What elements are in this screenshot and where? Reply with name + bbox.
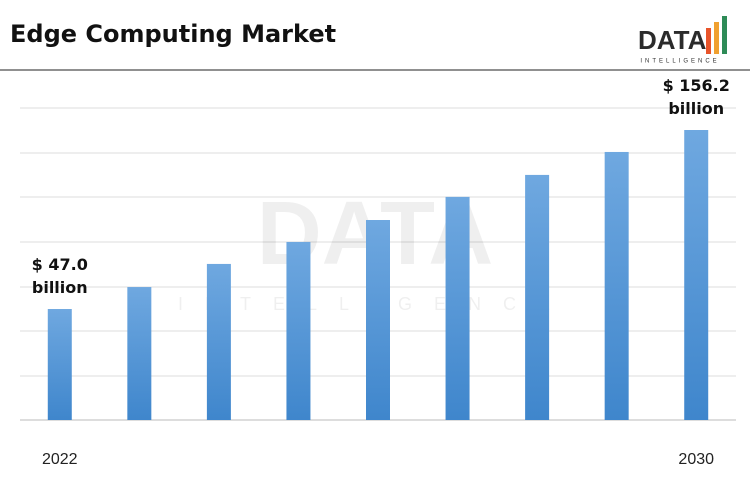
bar bbox=[525, 174, 550, 420]
bar bbox=[286, 241, 311, 420]
value-label: $ 156.2 billion bbox=[662, 76, 730, 118]
logo-subtext: INTELLIGENCE bbox=[640, 59, 719, 65]
bar bbox=[127, 287, 152, 420]
bar bbox=[366, 220, 390, 420]
bar bbox=[684, 130, 709, 420]
logo-bars bbox=[706, 16, 727, 54]
x-tick-label: 2022 bbox=[42, 451, 78, 468]
chart-title: Edge Computing Market bbox=[10, 20, 336, 48]
bar bbox=[206, 263, 231, 420]
logo-text: DATA bbox=[638, 25, 707, 55]
bar bbox=[604, 151, 629, 420]
bar bbox=[47, 309, 72, 420]
x-tick-label: 2030 bbox=[678, 451, 714, 468]
bar bbox=[445, 196, 470, 420]
value-label: $ 47.0 billion bbox=[31, 255, 88, 298]
